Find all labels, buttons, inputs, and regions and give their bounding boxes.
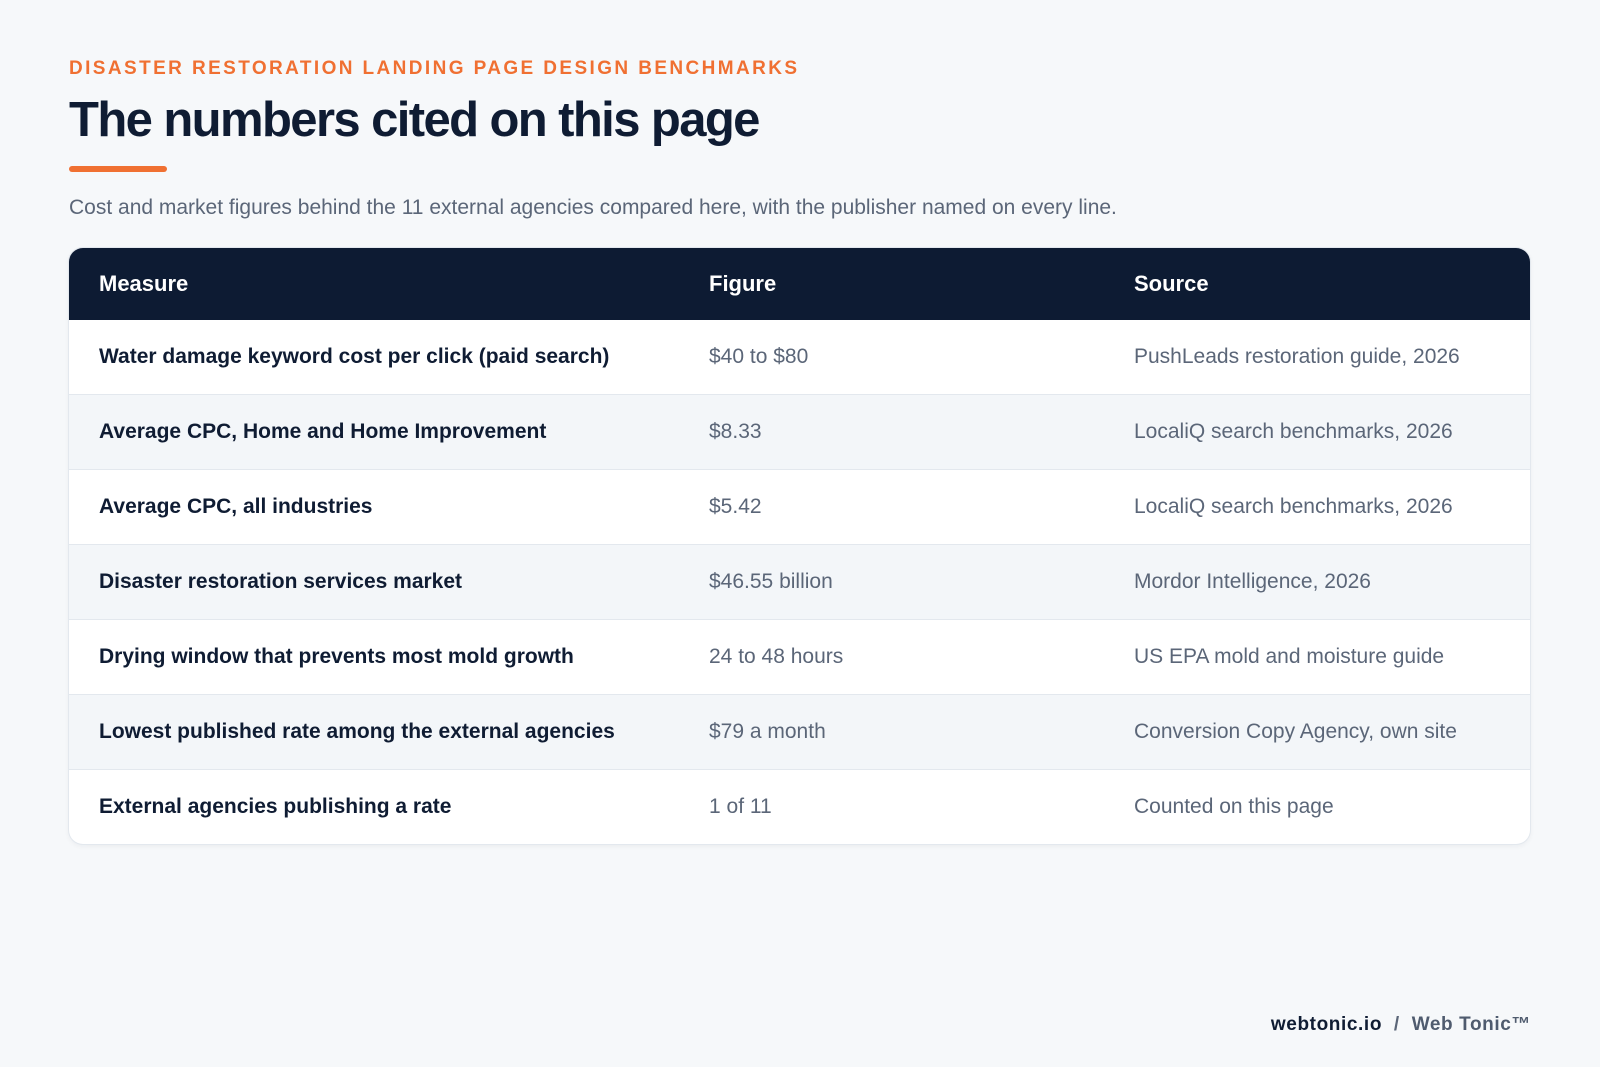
figure-cell: $79 a month xyxy=(679,694,1104,770)
footer-domain: webtonic.io xyxy=(1270,1014,1383,1035)
measure-cell: Average CPC, all industries xyxy=(69,469,679,545)
column-header-figure: Figure xyxy=(679,248,1104,320)
table-row: Disaster restoration services market $46… xyxy=(69,544,1530,620)
table-row: Average CPC, Home and Home Improvement $… xyxy=(69,394,1530,470)
benchmarks-table-card: Measure Figure Source Water damage keywo… xyxy=(69,248,1530,844)
table-row: Water damage keyword cost per click (pai… xyxy=(69,320,1530,395)
column-header-source: Source xyxy=(1104,248,1530,320)
table-row: Drying window that prevents most mold gr… xyxy=(69,619,1530,695)
figure-cell: 24 to 48 hours xyxy=(679,619,1104,695)
measure-cell: Drying window that prevents most mold gr… xyxy=(69,619,679,695)
measure-cell: External agencies publishing a rate xyxy=(69,769,679,844)
table-body: Water damage keyword cost per click (pai… xyxy=(69,320,1530,844)
measure-cell: Lowest published rate among the external… xyxy=(69,694,679,770)
column-header-measure: Measure xyxy=(69,248,679,320)
measure-cell: Average CPC, Home and Home Improvement xyxy=(69,394,679,470)
source-cell: LocaliQ search benchmarks, 2026 xyxy=(1104,469,1530,545)
footer-brand: Web Tonic™ xyxy=(1411,1014,1531,1035)
measure-cell: Disaster restoration services market xyxy=(69,544,679,620)
measure-cell: Water damage keyword cost per click (pai… xyxy=(99,345,610,368)
footer-credit: webtonic.io / Web Tonic™ xyxy=(1271,1014,1531,1036)
figure-cell: 1 of 11 xyxy=(679,769,1104,844)
table-row: Average CPC, all industries $5.42 Locali… xyxy=(69,469,1530,545)
source-cell: Mordor Intelligence, 2026 xyxy=(1104,544,1530,620)
title-accent-rule xyxy=(69,166,167,172)
source-cell: LocaliQ search benchmarks, 2026 xyxy=(1104,394,1530,470)
benchmarks-table: Measure Figure Source Water damage keywo… xyxy=(69,248,1530,844)
table-header: Measure Figure Source xyxy=(69,248,1530,320)
source-cell: PushLeads restoration guide, 2026 xyxy=(1134,345,1460,368)
page-subtitle: Cost and market figures behind the 11 ex… xyxy=(69,196,1117,219)
source-cell: Conversion Copy Agency, own site xyxy=(1104,694,1530,770)
table-row: External agencies publishing a rate 1 of… xyxy=(69,769,1530,844)
source-cell: Counted on this page xyxy=(1104,769,1530,844)
footer-separator: / xyxy=(1393,1014,1400,1035)
figure-cell: $8.33 xyxy=(679,394,1104,470)
source-cell: US EPA mold and moisture guide xyxy=(1104,619,1530,695)
page-title: The numbers cited on this page xyxy=(69,93,760,147)
eyebrow-label: DISASTER RESTORATION LANDING PAGE DESIGN… xyxy=(69,58,800,79)
table-header-row: Measure Figure Source xyxy=(69,248,1530,320)
figure-cell: $5.42 xyxy=(679,469,1104,545)
table-row: Lowest published rate among the external… xyxy=(69,694,1530,770)
figure-cell: $40 to $80 xyxy=(709,345,809,368)
figure-cell: $46.55 billion xyxy=(679,544,1104,620)
